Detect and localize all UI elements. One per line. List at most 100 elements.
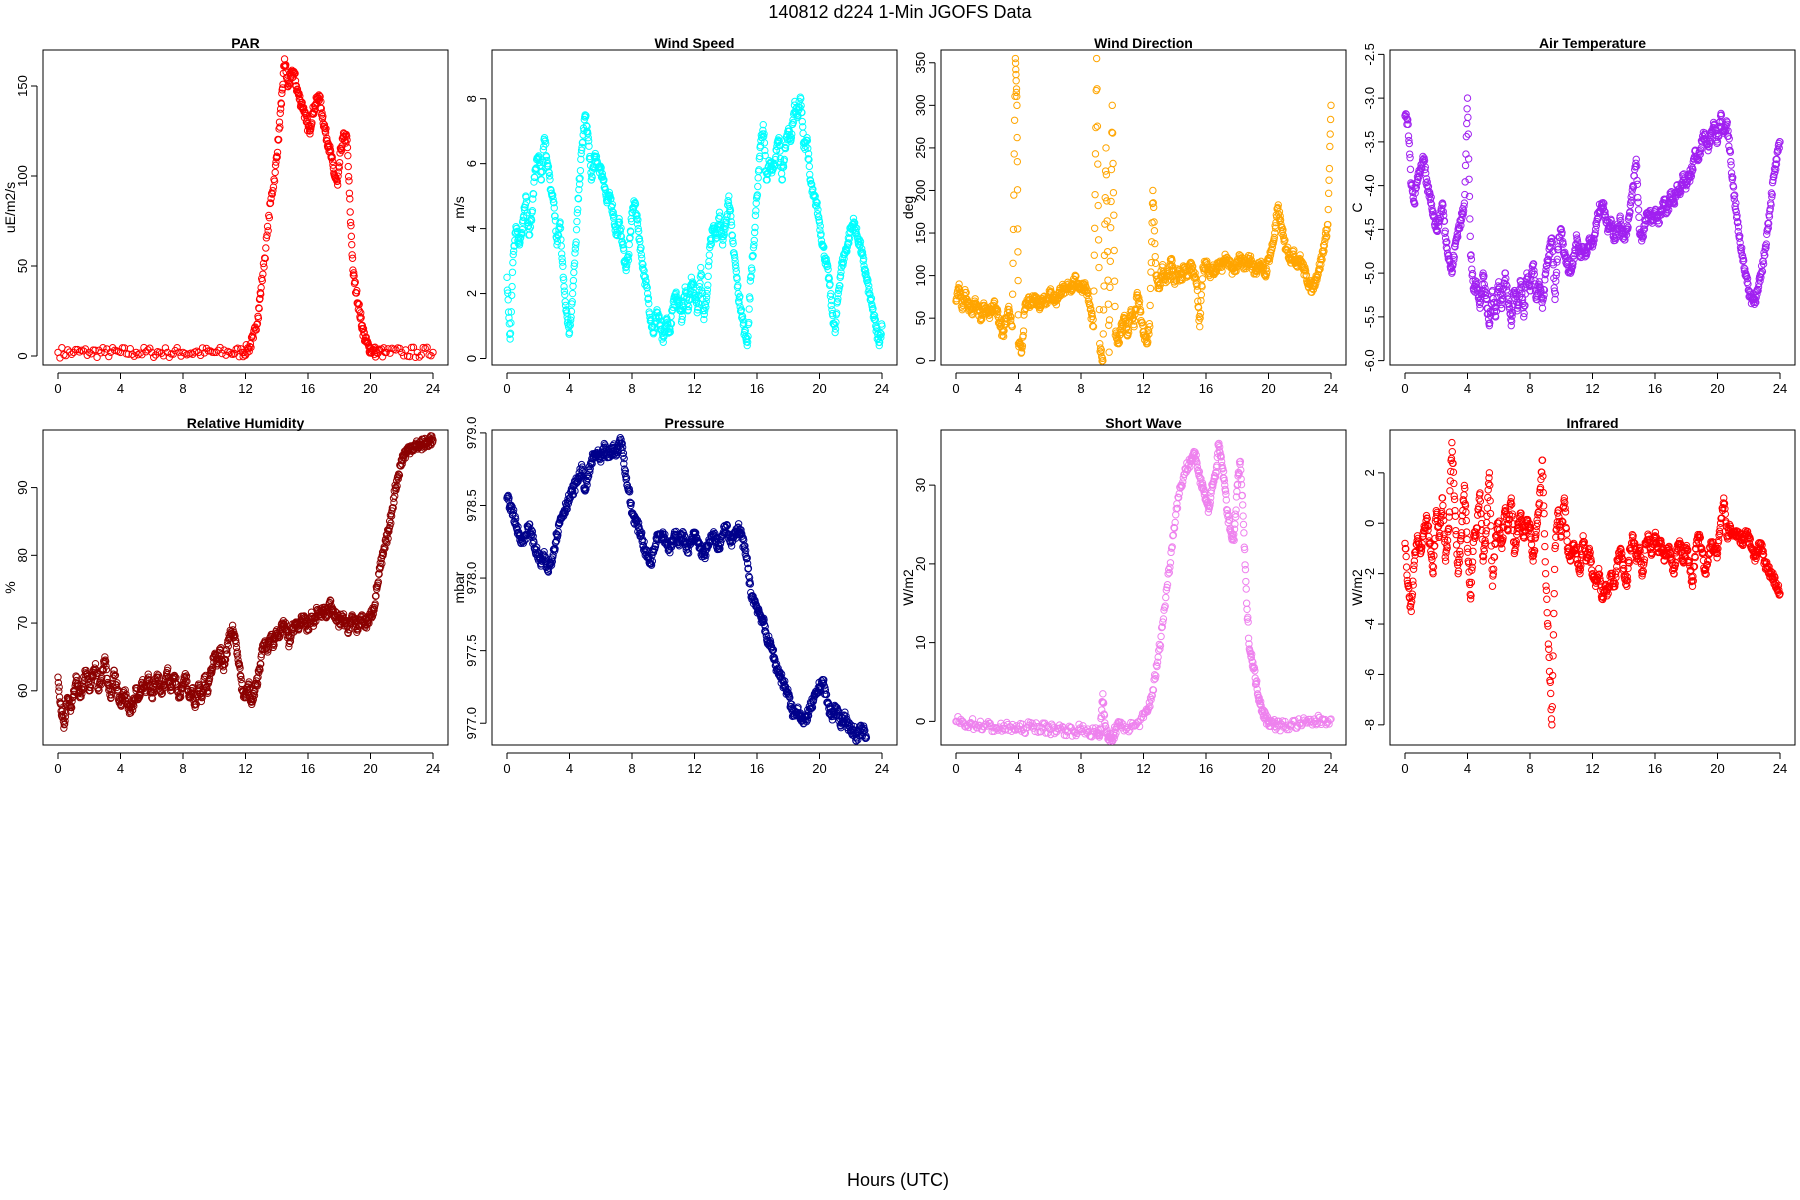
y-tick-label: -5.0 (1362, 262, 1377, 284)
data-point (417, 351, 425, 359)
data-point (504, 296, 512, 304)
data-point (269, 183, 278, 191)
data-point (276, 123, 284, 131)
data-point (504, 308, 513, 316)
data-point (753, 191, 762, 199)
data-point (335, 158, 344, 167)
data-point (67, 350, 76, 358)
x-tick-label: 8 (628, 761, 635, 776)
data-point (720, 231, 728, 239)
data-point (553, 241, 561, 249)
data-point (333, 181, 342, 189)
data-point (378, 353, 387, 361)
data-point (1104, 276, 1112, 284)
data-point (856, 241, 864, 249)
panel-title: Air Temperature (1539, 35, 1646, 51)
data-point (666, 328, 674, 336)
data-point (617, 232, 626, 241)
y-axis-label: % (2, 581, 18, 593)
y-tick-label: 150 (913, 222, 928, 244)
data-point (353, 286, 361, 295)
data-point (256, 294, 264, 303)
data-point (1010, 116, 1019, 124)
data-point (657, 321, 665, 329)
data-point (529, 195, 537, 203)
data-point (1149, 203, 1158, 212)
data-point (786, 135, 794, 143)
x-tick-label: 24 (1324, 381, 1338, 396)
data-point (575, 175, 583, 183)
data-point (645, 299, 653, 308)
data-point (723, 213, 731, 221)
x-tick-label: 24 (426, 761, 440, 776)
x-tick-label: 24 (1773, 381, 1787, 396)
data-point (1326, 130, 1334, 138)
data-point (257, 283, 265, 292)
y-tick-label: 4 (464, 225, 479, 232)
data-point (865, 286, 873, 294)
data-point (75, 348, 84, 356)
y-tick-label: 979.0 (464, 417, 479, 450)
data-point (386, 349, 394, 357)
data-point (832, 309, 841, 317)
data-point (351, 278, 359, 286)
data-point (775, 133, 783, 142)
data-point (1110, 277, 1119, 285)
data-point (1095, 263, 1103, 272)
data-point (275, 118, 284, 126)
data-point (736, 292, 744, 301)
y-tick-label: -4.0 (1362, 174, 1377, 196)
data-point (260, 263, 268, 271)
data-point (813, 202, 821, 210)
x-tick-label: 20 (363, 381, 377, 396)
data-point (752, 207, 760, 215)
data-point (756, 152, 764, 161)
series-points (503, 434, 871, 745)
data-point (273, 153, 281, 162)
data-point (264, 227, 272, 235)
data-point (346, 218, 355, 227)
data-point (558, 258, 567, 266)
data-point (675, 296, 683, 304)
x-tick-label: 16 (301, 761, 315, 776)
data-point (173, 344, 181, 352)
series-points (952, 54, 1335, 365)
x-tick-label: 16 (1199, 381, 1213, 396)
data-point (263, 222, 272, 231)
data-point (859, 255, 868, 263)
data-point (716, 212, 724, 220)
data-point (275, 135, 283, 144)
data-point (650, 328, 658, 337)
data-point (864, 276, 872, 284)
data-point (596, 162, 605, 170)
data-point (704, 262, 713, 270)
data-point (423, 343, 431, 352)
data-point (360, 328, 368, 337)
data-point (565, 328, 574, 337)
data-point (528, 207, 537, 215)
data-point (315, 96, 324, 104)
data-point (507, 291, 516, 300)
series-points (54, 55, 437, 362)
data-point (1146, 284, 1155, 293)
data-point (271, 161, 280, 170)
data-point (559, 273, 567, 282)
data-point (531, 173, 539, 182)
y-tick-label: 80 (15, 548, 30, 562)
data-point (804, 155, 812, 163)
data-point (506, 335, 514, 343)
data-point (778, 175, 787, 184)
data-point (743, 338, 752, 346)
data-point (291, 77, 300, 85)
data-point (507, 319, 515, 327)
data-point (615, 215, 623, 223)
x-tick-label: 8 (179, 381, 186, 396)
data-point (244, 344, 252, 352)
data-point (542, 153, 551, 161)
data-point (1325, 176, 1333, 184)
y-tick-label: -2.5 (1362, 43, 1377, 65)
data-point (572, 241, 580, 249)
data-point (355, 307, 364, 315)
x-tick-label: 16 (750, 381, 764, 396)
data-point (815, 218, 824, 226)
